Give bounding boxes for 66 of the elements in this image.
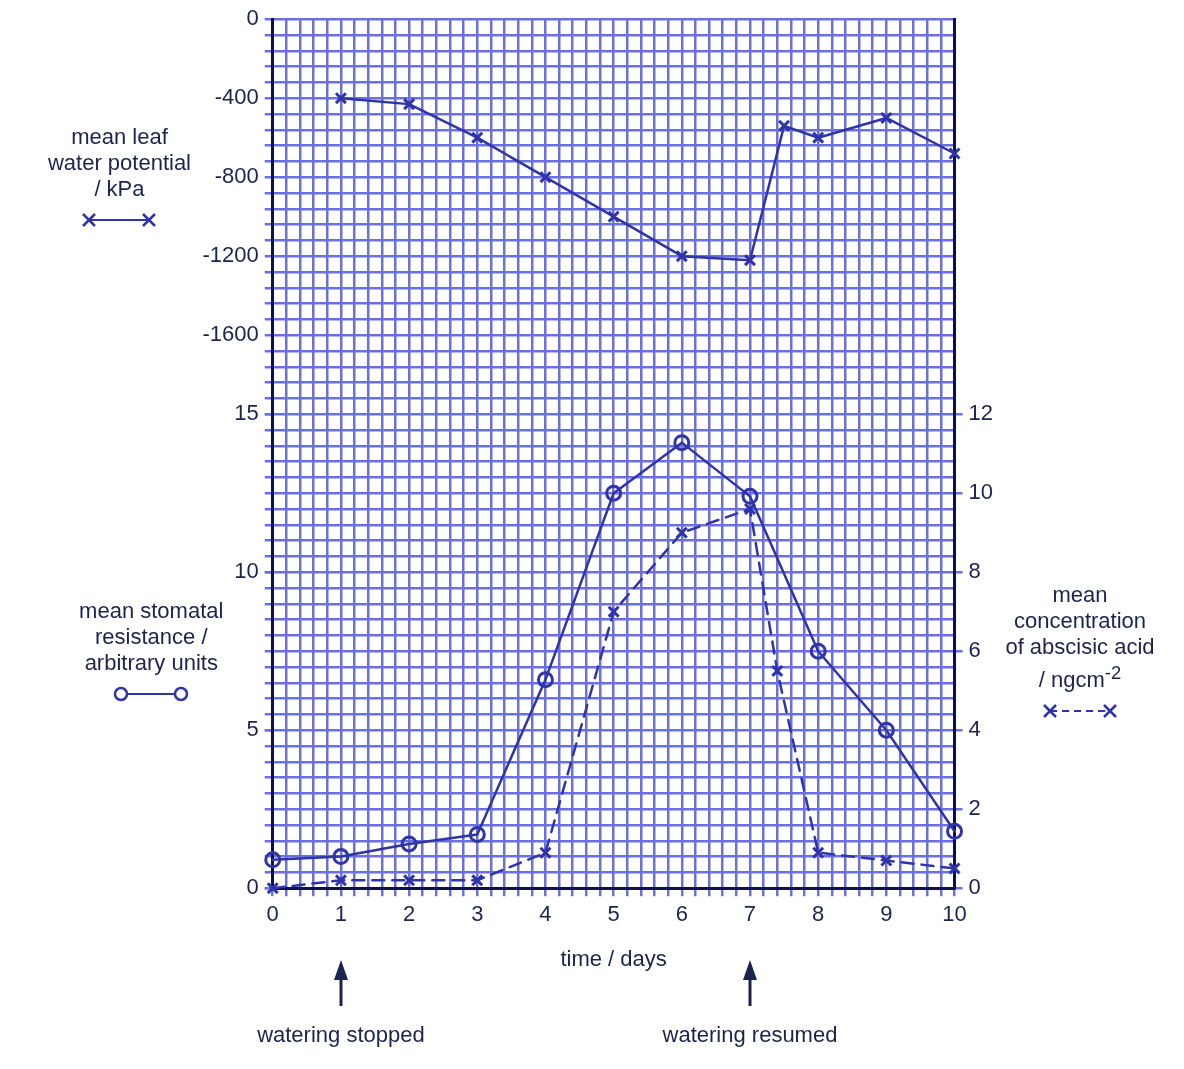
x-tick-label: 2 bbox=[402, 901, 416, 927]
x-tick-label: 0 bbox=[266, 901, 279, 927]
y2-tick-label: 10 bbox=[968, 479, 994, 505]
point bbox=[809, 642, 827, 660]
y-tick-label: 0 bbox=[246, 5, 259, 31]
point bbox=[400, 835, 418, 853]
point bbox=[402, 873, 416, 887]
point bbox=[607, 605, 621, 619]
point bbox=[332, 848, 350, 866]
y3-axis-title: mean stomatal resistance / arbitrary units bbox=[78, 598, 225, 678]
x-tick-label: 6 bbox=[675, 901, 688, 927]
x-tick-label: 10 bbox=[942, 901, 967, 927]
point bbox=[741, 487, 759, 505]
point bbox=[539, 170, 552, 184]
point bbox=[675, 526, 689, 540]
point bbox=[877, 721, 895, 739]
x-tick-label: 1 bbox=[334, 901, 348, 927]
point bbox=[743, 502, 757, 516]
y2-axis-title: mean concentration of abscisic acid / ngcm$^{-2}$ bbox=[1005, 581, 1155, 694]
x-tick-label: 4 bbox=[539, 901, 552, 927]
point bbox=[777, 119, 791, 133]
point bbox=[468, 825, 486, 843]
x-tick-label: 8 bbox=[812, 901, 825, 927]
point bbox=[264, 851, 282, 869]
point bbox=[770, 664, 784, 678]
y3-tick-label: 15 bbox=[234, 400, 259, 426]
point bbox=[879, 111, 893, 125]
point bbox=[673, 434, 691, 452]
point bbox=[743, 253, 757, 267]
y-tick-label: -800 bbox=[214, 163, 259, 189]
y2-tick-label: 4 bbox=[968, 716, 981, 742]
point bbox=[607, 210, 621, 224]
point bbox=[811, 846, 825, 860]
y2-tick-label: 8 bbox=[968, 558, 981, 584]
point bbox=[266, 881, 280, 895]
point bbox=[879, 854, 893, 867]
y-tick-label: -1600 bbox=[202, 321, 259, 347]
y2-tick-label: 0 bbox=[968, 874, 981, 900]
point bbox=[334, 873, 348, 887]
point bbox=[946, 822, 964, 840]
y2-tick-label: 12 bbox=[968, 400, 994, 426]
point bbox=[470, 873, 484, 887]
text: watering stopped bbox=[257, 1022, 425, 1049]
point bbox=[675, 249, 689, 263]
x-tick-label: 9 bbox=[880, 901, 893, 927]
point bbox=[536, 671, 554, 689]
y-tick-label: -400 bbox=[214, 84, 259, 110]
text: watering resumed bbox=[662, 1022, 838, 1049]
y3-tick-label: 10 bbox=[234, 558, 259, 584]
x-tick-label: 3 bbox=[471, 901, 484, 927]
y-tick-label: -1200 bbox=[202, 242, 259, 268]
y-axis-title: mean leaf water potential / kPa bbox=[46, 124, 192, 204]
y2-tick-label: 6 bbox=[968, 637, 981, 663]
x-tick-label: 5 bbox=[607, 901, 620, 927]
x-tick-label: 7 bbox=[743, 901, 757, 927]
x-axis-title: time / days bbox=[560, 945, 667, 971]
point bbox=[470, 131, 484, 145]
y2-tick-label: 2 bbox=[968, 795, 981, 821]
point bbox=[948, 862, 961, 875]
point bbox=[948, 147, 961, 160]
point bbox=[334, 91, 348, 105]
point bbox=[605, 484, 623, 502]
point bbox=[539, 846, 552, 860]
point bbox=[402, 97, 416, 111]
point bbox=[811, 131, 825, 145]
y3-tick-label: 5 bbox=[246, 716, 259, 742]
